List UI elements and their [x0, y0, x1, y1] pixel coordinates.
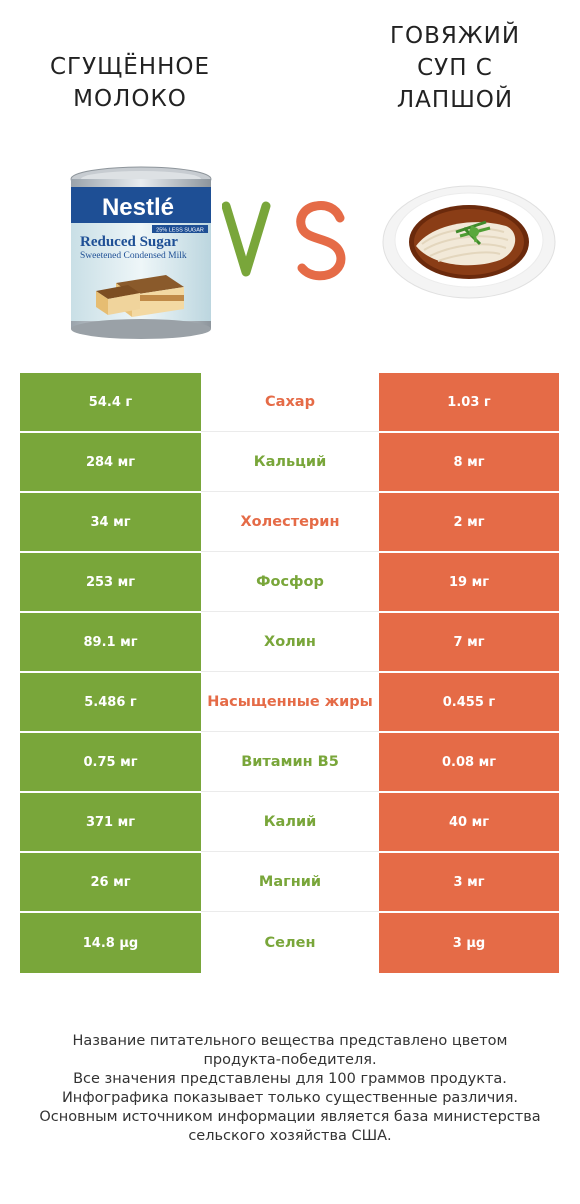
nutrient-name-cell: Фосфор: [201, 553, 379, 612]
can-badge-text: 25% LESS SUGAR: [156, 228, 204, 234]
table-row: 0.75 мг Витамин B5 0.08 мг: [20, 733, 559, 793]
table-row: 5.486 г Насыщенные жиры 0.455 г: [20, 673, 559, 733]
right-title-line: ГОВЯЖИЙ: [389, 23, 521, 49]
left-value-cell: 5.486 г: [20, 673, 201, 732]
left-value-cell: 0.75 мг: [20, 733, 201, 792]
left-value-cell: 34 мг: [20, 493, 201, 552]
can-label-line: Sweetened Condensed Milk: [80, 251, 187, 261]
nutrient-name-cell: Селен: [264, 934, 316, 951]
can-label-line: Reduced Sugar: [80, 234, 178, 250]
nutrient-name-cell: Холин: [201, 613, 379, 672]
footer-line: Название питательного вещества представл…: [72, 1033, 508, 1049]
right-value-cell: 8 мг: [379, 433, 559, 492]
right-value-cell: 0.08 мг: [379, 733, 559, 792]
beef-noodle-soup-image: [382, 185, 556, 299]
footer-notes: Название питательного вещества представл…: [20, 1032, 560, 1146]
right-value-cell: 7 мг: [379, 613, 559, 672]
right-value-cell: 3 µg: [379, 913, 559, 973]
left-product-title: СГУЩЁННОЕ МОЛОКО: [20, 51, 240, 115]
right-value-cell: 0.455 г: [379, 673, 559, 732]
right-value-cell: 1.03 г: [379, 373, 559, 432]
nutrient-name-cell: Холестерин: [201, 493, 379, 552]
nutrient-name-cell: Витамин B5: [201, 733, 379, 792]
nutrient-name-cell: Кальций: [201, 433, 379, 492]
footer-line: Инфографика показывает только существенн…: [61, 1090, 519, 1106]
footer-line: сельского хозяйства США.: [188, 1128, 392, 1144]
right-value-cell: 3 мг: [379, 853, 559, 912]
nutrient-name-cell: Сахар: [201, 373, 379, 432]
table-row: 371 мг Калий 40 мг: [20, 793, 559, 853]
footer-line: продукта-победителя.: [203, 1052, 377, 1068]
nutrient-name-cell: Магний: [201, 853, 379, 912]
right-value-cell: 40 мг: [379, 793, 559, 852]
left-title-line: МОЛОКО: [73, 86, 187, 112]
right-value-cell: 2 мг: [379, 493, 559, 552]
table-row: 253 мг Фосфор 19 мг: [20, 553, 559, 613]
left-value-cell: 14.8 µg: [20, 913, 201, 973]
can-brand-text: Nestlé: [102, 194, 174, 221]
table-row: 34 мг Холестерин 2 мг: [20, 493, 559, 553]
right-product-title: ГОВЯЖИЙ СУП С ЛАПШОЙ: [345, 20, 565, 116]
table-row: 89.1 мг Холин 7 мг: [20, 613, 559, 673]
vs-label: [222, 201, 346, 281]
table-row: 54.4 г Сахар 1.03 г: [20, 373, 559, 433]
left-value-cell: 371 мг: [20, 793, 201, 852]
left-value-cell: 89.1 мг: [20, 613, 201, 672]
left-value-cell: 284 мг: [20, 433, 201, 492]
left-title-line: СГУЩЁННОЕ: [49, 54, 211, 80]
left-value-cell: 54.4 г: [20, 373, 201, 432]
table-row: 26 мг Магний 3 мг: [20, 853, 559, 913]
nutrient-comparison-table: 54.4 г Сахар 1.03 г 284 мг Кальций 8 мг 34 мг Х…: [20, 373, 559, 973]
condensed-milk-can-image: Nestlé 25% LESS SUGAR Reduced Sugar Swee…: [70, 166, 212, 339]
table-row: 14.8 µg Селен 3 µg: [20, 913, 559, 973]
left-value-cell: 26 мг: [20, 853, 201, 912]
footer-line: Основным источником информации является …: [39, 1109, 541, 1125]
nutrient-name-cell: Насыщенные жиры: [201, 673, 379, 732]
nutrient-name-cell: Калий: [201, 793, 379, 852]
right-title-line: ЛАПШОЙ: [396, 87, 514, 113]
left-value-cell: 253 мг: [20, 553, 201, 612]
right-title-line: СУП С: [417, 55, 493, 81]
right-value-cell: 19 мг: [379, 553, 559, 612]
table-row: 284 мг Кальций 8 мг: [20, 433, 559, 493]
footer-line: Все значения представлены для 100 граммо…: [73, 1071, 507, 1087]
